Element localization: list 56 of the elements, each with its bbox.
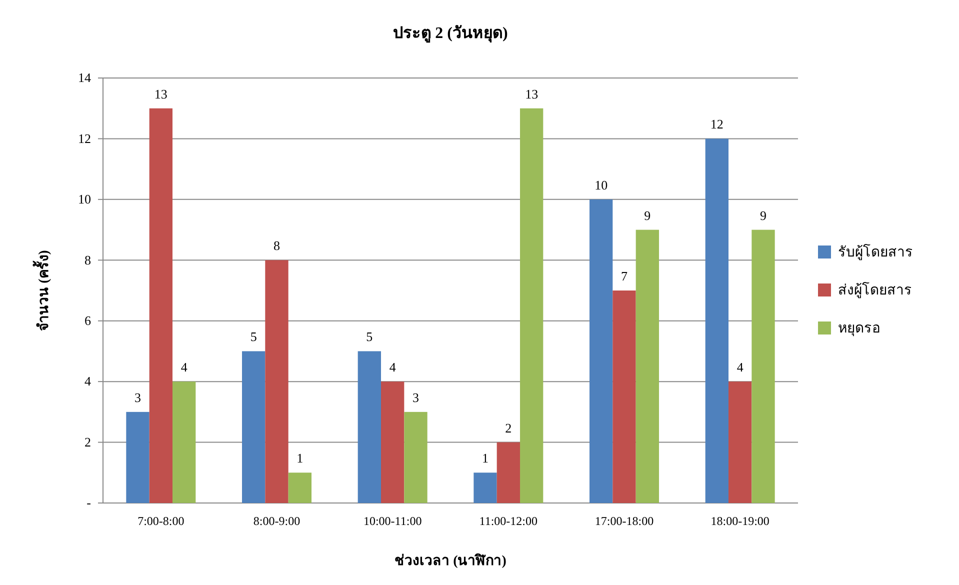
bar — [288, 472, 312, 503]
y-tick-label: 4 — [84, 374, 92, 389]
data-label: 8 — [274, 238, 280, 254]
bar — [126, 412, 150, 503]
x-tick-label: 8:00-9:00 — [253, 514, 300, 528]
bar — [590, 199, 613, 503]
x-tick-label: 7:00-8:00 — [138, 514, 184, 528]
bar — [381, 382, 404, 503]
x-axis-title: ช่วงเวลา (นาฬิกา) — [394, 553, 507, 569]
bar — [612, 290, 636, 503]
x-tick-label: 17:00-18:00 — [594, 514, 654, 528]
legend-label: รับผู้โดยสาร — [838, 244, 913, 260]
bar — [705, 138, 728, 503]
x-tick-label: 11:00-12:00 — [479, 514, 538, 528]
data-label: 4 — [180, 360, 188, 375]
bar — [752, 230, 775, 503]
data-label: 9 — [760, 208, 766, 223]
x-tick-label: 18:00-19:00 — [710, 514, 770, 528]
bar — [358, 351, 381, 503]
x-tick-label: 10:00-11:00 — [363, 514, 422, 528]
bar — [172, 382, 196, 503]
data-label: 2 — [505, 420, 512, 436]
bar — [242, 351, 266, 503]
y-tick-label: 8 — [84, 252, 91, 268]
data-label: 7 — [621, 268, 628, 284]
bar — [496, 442, 520, 503]
legend-label: ส่งผู้โดยสาร — [838, 282, 912, 298]
data-label: 3 — [412, 390, 419, 405]
bar — [149, 108, 172, 503]
data-label: 4 — [736, 360, 744, 375]
bar — [728, 382, 752, 503]
bar — [636, 230, 659, 503]
data-label: 4 — [389, 360, 396, 375]
data-label: 9 — [644, 208, 651, 223]
data-label: 1 — [482, 450, 488, 466]
data-label: 10 — [594, 177, 608, 192]
data-label: 5 — [366, 329, 373, 344]
data-label: 3 — [134, 390, 141, 405]
bar — [474, 472, 497, 503]
data-label: 13 — [154, 86, 168, 102]
data-label: 12 — [710, 116, 724, 132]
y-tick-label: 10 — [78, 192, 91, 207]
y-tick-label: 14 — [78, 70, 92, 86]
y-tick-label: - — [86, 495, 91, 510]
bar — [404, 412, 428, 503]
chart-title: ประตู 2 (วันหยุด) — [393, 24, 508, 44]
y-axis-title: จำนวน (ครั้ง) — [32, 250, 52, 331]
data-label: 5 — [250, 329, 257, 344]
bar — [265, 260, 288, 503]
y-tick-label: 12 — [78, 130, 91, 146]
legend-label: หยุดรอ — [838, 322, 880, 336]
bar — [520, 108, 544, 503]
y-tick-label: 6 — [84, 313, 92, 328]
data-label: 13 — [525, 86, 538, 102]
y-tick-label: 2 — [84, 434, 91, 450]
data-label: 1 — [296, 450, 304, 466]
